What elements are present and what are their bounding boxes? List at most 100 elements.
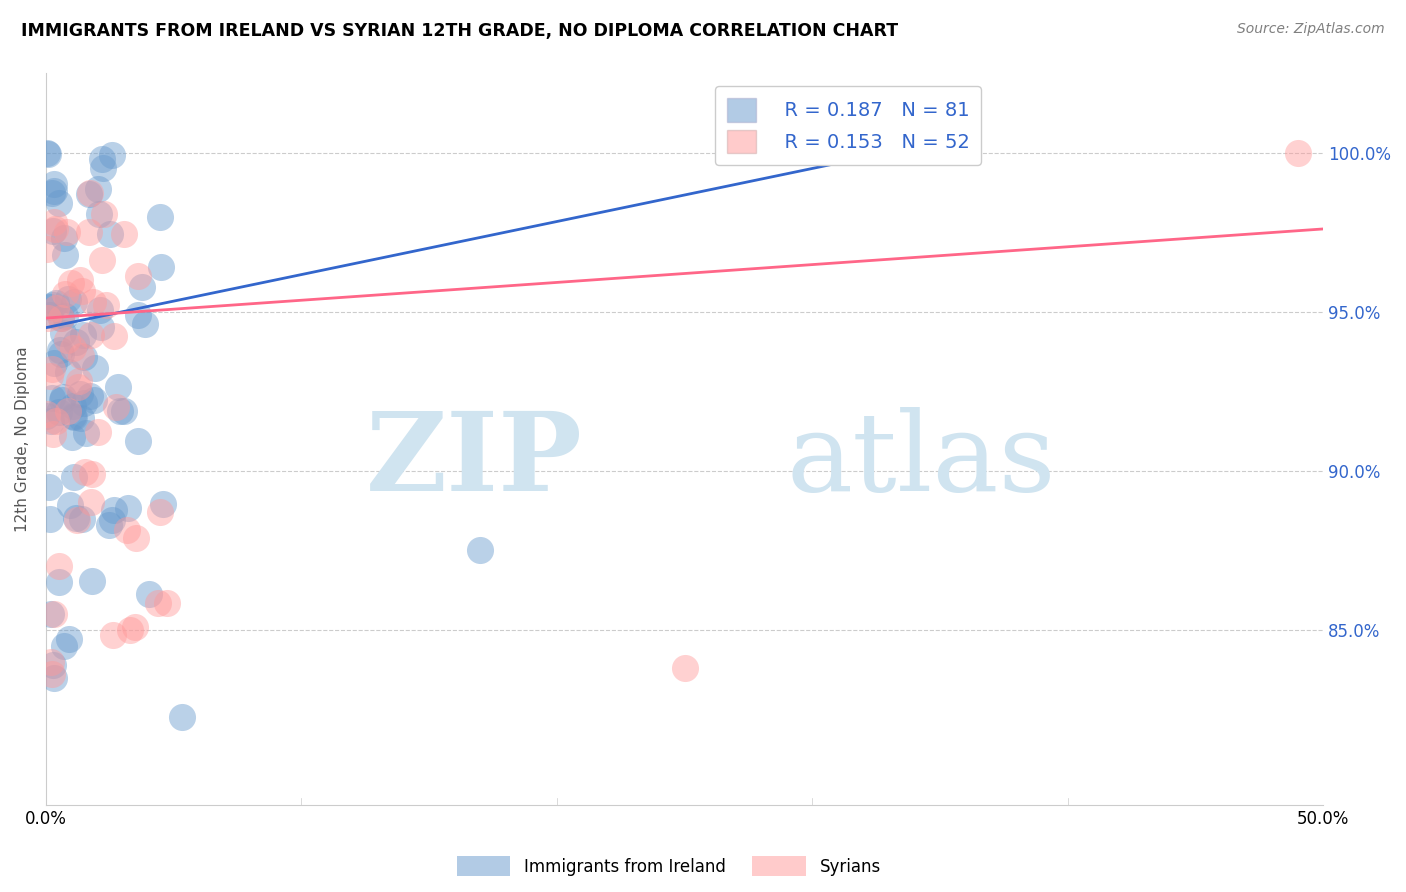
Point xyxy=(58,365,80,379)
Point xyxy=(48,405,70,419)
Point xyxy=(73,465,96,479)
Point xyxy=(97,517,120,532)
Point xyxy=(52,639,75,653)
Point xyxy=(39,655,62,669)
Point xyxy=(127,308,149,322)
Point xyxy=(107,380,129,394)
Point xyxy=(72,328,94,343)
Point xyxy=(127,434,149,448)
Point xyxy=(44,356,66,370)
Point xyxy=(100,148,122,162)
Point xyxy=(38,512,60,526)
Point xyxy=(138,587,160,601)
Point xyxy=(79,186,101,200)
Point xyxy=(72,512,94,526)
Point xyxy=(62,430,84,444)
Point xyxy=(44,222,66,236)
Point xyxy=(42,224,65,238)
Point xyxy=(98,227,121,241)
Point xyxy=(470,543,492,558)
Point xyxy=(45,295,67,310)
Point xyxy=(62,341,84,355)
Point xyxy=(37,311,59,326)
Point xyxy=(101,513,124,527)
Point xyxy=(67,374,90,388)
Point xyxy=(83,392,105,407)
Point xyxy=(120,623,142,637)
Point xyxy=(41,667,63,681)
Point xyxy=(150,260,173,274)
Point xyxy=(110,404,132,418)
Legend:   R = 0.187   N = 81,   R = 0.153   N = 52: R = 0.187 N = 81, R = 0.153 N = 52 xyxy=(716,87,981,165)
Point xyxy=(170,710,193,724)
Point xyxy=(149,211,172,225)
Point xyxy=(56,226,79,240)
Point xyxy=(45,301,67,316)
Point xyxy=(41,186,63,200)
Point xyxy=(91,252,114,267)
Point xyxy=(52,326,75,340)
Point xyxy=(134,317,156,331)
Point xyxy=(52,231,75,245)
Text: Syrians: Syrians xyxy=(820,858,882,876)
Point xyxy=(63,470,86,484)
Point xyxy=(152,497,174,511)
Point xyxy=(69,386,91,401)
Point xyxy=(58,404,80,418)
Point xyxy=(48,195,70,210)
Point xyxy=(80,495,103,509)
Text: Immigrants from Ireland: Immigrants from Ireland xyxy=(524,858,727,876)
Point xyxy=(104,400,127,414)
Point xyxy=(103,502,125,516)
Point xyxy=(80,574,103,589)
Point xyxy=(60,277,83,291)
Point xyxy=(59,498,82,512)
Point xyxy=(65,510,87,524)
Point xyxy=(35,145,58,160)
Point xyxy=(38,480,60,494)
Point xyxy=(49,347,72,361)
Point xyxy=(38,368,60,383)
Point xyxy=(155,596,177,610)
Point xyxy=(42,657,65,672)
Point xyxy=(55,333,77,347)
Point xyxy=(42,184,65,198)
Point xyxy=(124,620,146,634)
Point xyxy=(94,297,117,311)
Point xyxy=(37,147,59,161)
Point xyxy=(148,596,170,610)
Point xyxy=(673,661,696,675)
Point xyxy=(41,427,63,442)
Point xyxy=(53,309,76,323)
Point xyxy=(39,607,62,621)
Point xyxy=(117,501,139,516)
Point xyxy=(75,425,97,440)
Point xyxy=(49,310,72,325)
Point xyxy=(70,284,93,298)
Point xyxy=(51,393,73,408)
Point xyxy=(65,513,87,527)
Point xyxy=(87,425,110,439)
Point xyxy=(62,399,84,413)
Point xyxy=(149,505,172,519)
Point xyxy=(56,293,79,307)
Point xyxy=(37,243,59,257)
Point xyxy=(79,389,101,403)
Point xyxy=(48,343,70,357)
Point xyxy=(49,311,72,326)
Point xyxy=(58,632,80,647)
Point xyxy=(115,523,138,537)
Point xyxy=(38,308,60,322)
Point xyxy=(114,404,136,418)
Point xyxy=(35,409,58,423)
Point xyxy=(125,531,148,545)
Point xyxy=(70,410,93,425)
Point xyxy=(103,329,125,343)
Text: Source: ZipAtlas.com: Source: ZipAtlas.com xyxy=(1237,22,1385,37)
Point xyxy=(41,392,63,406)
Point xyxy=(131,280,153,294)
Point xyxy=(44,215,66,229)
Point xyxy=(1286,145,1309,160)
Text: IMMIGRANTS FROM IRELAND VS SYRIAN 12TH GRADE, NO DIPLOMA CORRELATION CHART: IMMIGRANTS FROM IRELAND VS SYRIAN 12TH G… xyxy=(21,22,898,40)
Point xyxy=(73,351,96,365)
